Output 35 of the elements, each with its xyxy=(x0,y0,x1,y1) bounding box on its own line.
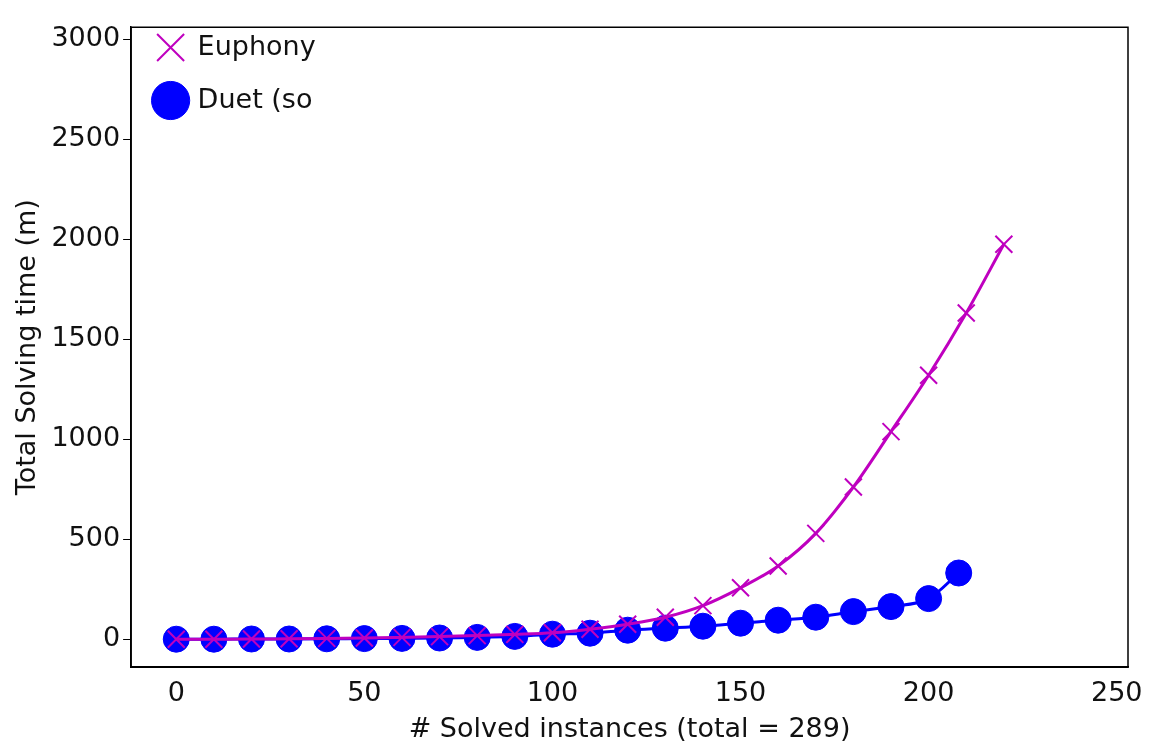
y-tick-label: 500 xyxy=(68,521,121,553)
x-axis-title: # Solved instances (total = 289) xyxy=(408,711,851,743)
point xyxy=(919,365,939,385)
point xyxy=(839,598,867,626)
y-tick-label: 1500 xyxy=(51,321,121,353)
point xyxy=(956,303,976,323)
point xyxy=(802,603,830,631)
x-tick-label: 50 xyxy=(347,676,382,708)
y-tick-label: 3000 xyxy=(51,21,121,53)
y-tick-label: 0 xyxy=(102,621,121,653)
point xyxy=(843,477,863,497)
legend-label: Euphony xyxy=(197,29,316,61)
point xyxy=(764,606,792,634)
y-tick-label: 2000 xyxy=(51,221,121,253)
y-tick-label: 1000 xyxy=(51,421,121,453)
point xyxy=(689,612,717,640)
x-tick-label: 150 xyxy=(714,676,767,708)
y-axis-title: Total Solving time (m) xyxy=(10,199,42,497)
point xyxy=(881,422,901,442)
x-tick-label: 100 xyxy=(526,676,579,708)
point xyxy=(877,593,905,621)
x-tick-label: 250 xyxy=(1090,676,1143,708)
legend-label: Duet (so xyxy=(197,82,313,114)
point xyxy=(945,559,973,587)
point xyxy=(768,556,788,576)
point xyxy=(994,234,1014,254)
point xyxy=(693,596,713,616)
point xyxy=(655,607,675,627)
point xyxy=(727,609,755,637)
point xyxy=(806,523,826,543)
x-tick-label: 200 xyxy=(902,676,955,708)
x-tick-label: 0 xyxy=(167,676,185,708)
point xyxy=(731,578,751,598)
y-tick-label: 2500 xyxy=(51,121,121,153)
point xyxy=(915,585,943,613)
